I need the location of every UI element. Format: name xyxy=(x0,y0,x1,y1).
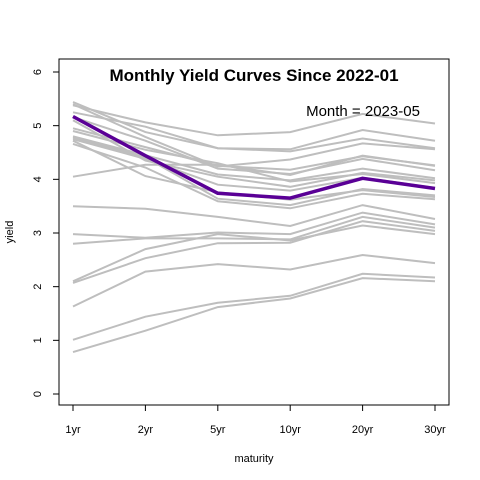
x-axis: 1yr 2yr 5yr 10yr 20yr 30yr xyxy=(65,405,446,436)
highlighted-yield-curve-line xyxy=(72,114,436,200)
y-tick-label-1: 1 xyxy=(32,337,44,343)
yield-curve-line-16 xyxy=(72,104,436,137)
y-tick-label-5: 5 xyxy=(32,123,44,129)
yield-curve-line-2 xyxy=(72,272,436,341)
yield-curve-line-20 xyxy=(72,116,436,176)
highlight-series-group xyxy=(72,114,436,200)
x-tick-label-20yr: 20yr xyxy=(352,424,374,436)
yield-curve-line-11 xyxy=(72,142,436,210)
yield-curve-line-18 xyxy=(72,103,436,168)
y-tick-label-2: 2 xyxy=(32,284,44,290)
yield-curve-line-3 xyxy=(72,253,436,308)
yield-curve-line-15 xyxy=(72,127,436,171)
y-axis: 0 1 2 3 4 5 6 xyxy=(32,69,59,397)
x-tick-label-30yr: 30yr xyxy=(424,424,446,436)
yield-curve-line-21 xyxy=(72,130,436,185)
y-tick-label-4: 4 xyxy=(32,176,44,182)
x-tick-label-5yr: 5yr xyxy=(210,424,226,436)
x-tick-label-2yr: 2yr xyxy=(138,424,154,436)
yield-curve-line-4 xyxy=(72,224,436,283)
y-axis-label: yield xyxy=(4,221,16,244)
chart-title: Monthly Yield Curves Since 2022-01 xyxy=(109,66,398,85)
y-tick-label-6: 6 xyxy=(32,69,44,75)
yield-curve-line-8 xyxy=(72,204,436,228)
yield-curve-line-19 xyxy=(72,111,436,153)
background-series-group xyxy=(72,101,436,354)
plot-area-frame xyxy=(58,58,450,406)
x-tick-label-1yr: 1yr xyxy=(65,424,81,436)
yield-curve-line-14 xyxy=(72,135,436,182)
month-annotation: Month = 2023-05 xyxy=(306,103,420,120)
x-tick-label-10yr: 10yr xyxy=(279,424,301,436)
y-tick-label-3: 3 xyxy=(32,230,44,236)
yield-curve-line-6 xyxy=(72,215,436,245)
yield-curve-line-17 xyxy=(72,101,436,151)
yield-curve-line-5 xyxy=(72,220,436,284)
yield-curve-line-22 xyxy=(72,119,436,188)
y-tick-label-0: 0 xyxy=(32,391,44,397)
yield-curve-line-1 xyxy=(72,277,436,354)
x-axis-label: maturity xyxy=(234,453,274,465)
yield-curve-line-7 xyxy=(72,211,436,239)
